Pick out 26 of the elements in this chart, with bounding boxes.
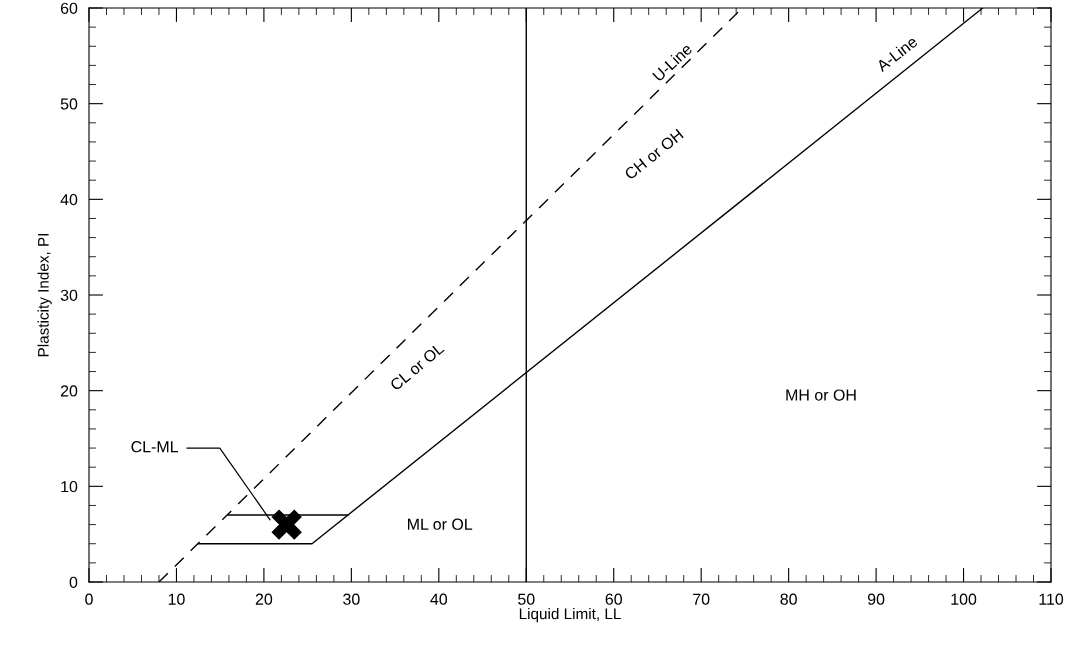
annotation: MH or OH — [786, 389, 856, 401]
x-tick-label: 10 — [168, 593, 185, 605]
x-tick-label: 100 — [951, 593, 977, 605]
annotation: CH or OH — [623, 128, 684, 181]
x-tick-label: 110 — [1039, 593, 1064, 605]
y-tick-label: 10 — [61, 480, 78, 493]
annotation: CL-ML — [131, 441, 179, 453]
y-tick-label: 60 — [60, 2, 78, 14]
x-tick-label: 90 — [867, 593, 885, 605]
x-tick-label: 70 — [693, 593, 710, 605]
y-tick-label: 50 — [60, 98, 78, 110]
y-tick-label: 30 — [60, 289, 78, 301]
x-tick-label: 80 — [780, 593, 797, 605]
annotation: ML or OL — [408, 518, 473, 530]
y-tick-label: 0 — [69, 576, 78, 588]
x-tick-label: 0 — [85, 593, 93, 605]
x-tick-label: 30 — [343, 593, 360, 605]
x-tick-label: 20 — [255, 593, 273, 605]
x-tick-label: 40 — [430, 593, 448, 605]
y-axis-title: Plasticity Index, PI — [37, 234, 52, 357]
y-tick-label: 20 — [60, 385, 78, 397]
x-axis-title: Liquid Limit, LL — [519, 608, 621, 623]
annotation: CL or OL — [389, 342, 445, 392]
x-tick-label: 50 — [518, 593, 535, 605]
x-tick-label: 60 — [605, 593, 622, 605]
y-tick-label: 40 — [60, 193, 78, 206]
